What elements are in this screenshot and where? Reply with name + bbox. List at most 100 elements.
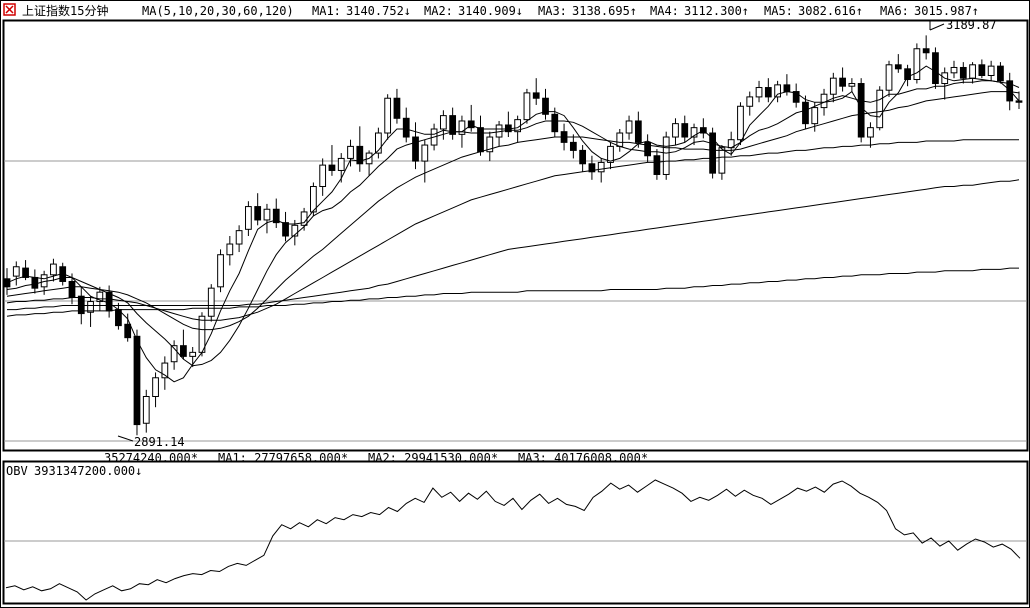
candle-up <box>737 105 744 141</box>
candle-down <box>393 97 401 119</box>
candle-down <box>133 335 141 426</box>
ma-line-ma2 <box>6 80 1020 367</box>
candle-up <box>597 161 605 173</box>
candle-up <box>170 345 178 363</box>
candle-up <box>885 64 893 91</box>
candle-down <box>272 208 280 224</box>
candle-down <box>644 141 652 157</box>
ma-header-value: 3138.695↑ <box>572 4 637 18</box>
candle-down <box>959 66 967 79</box>
candle-up <box>96 291 104 303</box>
candle-down <box>904 68 911 81</box>
ma-header-label: MA2: <box>424 4 453 18</box>
candle-up <box>746 96 754 107</box>
ma-header-value: 3112.300↑ <box>684 4 749 18</box>
candle-up <box>867 127 874 138</box>
candle-down <box>254 206 262 221</box>
low-label: 2891.14 <box>134 435 185 449</box>
candle-up <box>662 136 670 175</box>
ma-line-ma1 <box>6 65 1020 383</box>
candle-down <box>328 164 336 171</box>
candle-up <box>226 243 234 256</box>
candle-up <box>152 377 159 397</box>
candle-up <box>616 132 624 147</box>
candle-up <box>12 266 20 277</box>
ma-line-ma4 <box>6 139 1019 321</box>
candle-down <box>3 278 11 288</box>
ma-values-row: MA1: 3140.752↓ MA2: 3140.909↓ MA3: 3138.695↑ M… <box>312 4 979 18</box>
candle-up <box>969 64 976 79</box>
candle-down <box>402 117 410 138</box>
candle-down <box>180 345 187 357</box>
candle-down <box>356 145 364 165</box>
candle-down <box>31 276 39 289</box>
ma-header-label: MA3: <box>538 4 567 18</box>
candle-up <box>690 127 698 138</box>
candle-up <box>347 145 354 159</box>
candle-up <box>245 206 252 230</box>
candle-down <box>467 120 475 129</box>
ma-header-value: 3140.752↓ <box>346 4 411 18</box>
candle-down <box>542 97 549 115</box>
candle-up <box>950 66 958 74</box>
ma-line-ma6 <box>6 267 1019 317</box>
high-annotation: 3189.87 <box>929 18 997 32</box>
candle-up <box>50 263 57 276</box>
candle-up <box>486 136 494 153</box>
volume-header-row: 35274240.000* MA1: 27797658.000* MA2: 299… <box>104 451 648 465</box>
candle-up <box>829 77 837 95</box>
low-annotation: 2891.14 <box>117 435 185 449</box>
ma-header-value: 3015.987↑ <box>914 4 979 18</box>
candle-up <box>142 396 150 424</box>
candle-up <box>291 224 299 237</box>
candle-up <box>458 120 466 135</box>
candle-up <box>310 186 317 213</box>
candle-up <box>161 362 169 379</box>
chart-title: 上证指数15分钟 <box>22 3 108 18</box>
close-square-icon[interactable] <box>3 3 16 16</box>
candle-down <box>634 120 642 143</box>
candle-down <box>978 64 986 77</box>
high-label: 3189.87 <box>946 18 997 32</box>
volume-value: 35274240.000* <box>104 451 198 465</box>
candle-down <box>68 280 76 299</box>
ma-params: MA(5,10,20,30,60,120) <box>142 4 294 18</box>
candle-up <box>421 144 429 162</box>
volume-ma-label: MA2: 29941530.000* <box>368 451 498 465</box>
candle-up <box>319 164 327 188</box>
ma-lines-group <box>6 65 1020 383</box>
price-panel-frame <box>2 19 1029 452</box>
volume-ma-label: MA1: 27797658.000* <box>218 451 348 465</box>
obv-panel-frame <box>2 460 1029 605</box>
candle-up <box>189 351 197 357</box>
candle-down <box>783 84 791 93</box>
candle-up <box>913 48 921 81</box>
candle-down <box>802 101 809 125</box>
candle-down <box>997 65 1004 82</box>
ma-header-value: 3140.909↓ <box>458 4 523 18</box>
candle-down <box>681 123 689 138</box>
candle-up <box>439 115 447 130</box>
candle-up <box>198 315 206 353</box>
candle-down <box>449 115 457 135</box>
candle-down <box>532 92 540 99</box>
candle-down <box>839 77 846 87</box>
candle-down <box>282 222 289 237</box>
ma-header-value: 3082.616↑ <box>798 4 863 18</box>
ma-line-ma5 <box>7 179 1020 311</box>
candle-down <box>857 83 865 138</box>
candle-up <box>235 230 243 245</box>
candle-up <box>337 157 345 171</box>
candlestick-series <box>3 35 1023 436</box>
candle-up <box>718 147 726 174</box>
candle-up <box>774 84 781 98</box>
candle-down <box>894 64 902 70</box>
candle-up <box>217 254 224 288</box>
candle-up <box>523 92 531 121</box>
candle-up <box>207 287 215 317</box>
ma-header-label: MA5: <box>764 4 793 18</box>
obv-value: 3931347200.000↓ <box>34 464 142 478</box>
candle-up <box>263 208 271 221</box>
